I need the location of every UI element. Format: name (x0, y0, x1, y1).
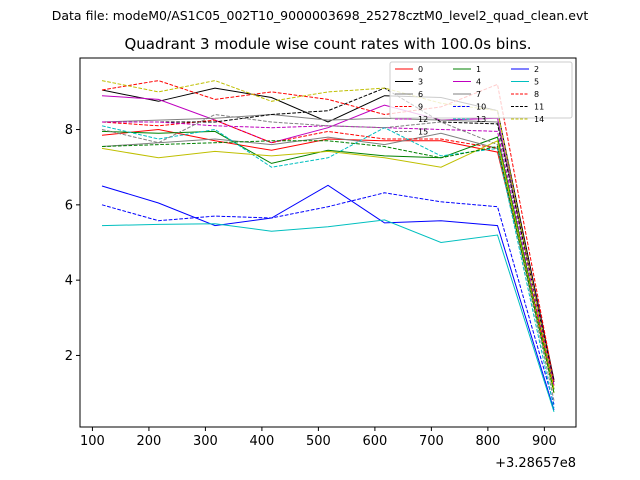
series-line-4 (101, 95, 555, 382)
legend-label: 13 (476, 115, 486, 124)
series-line-13 (101, 125, 555, 409)
series-line-7 (101, 113, 555, 382)
legend-label: 3 (418, 78, 423, 87)
legend-label: 9 (418, 103, 423, 112)
legend-label: 5 (534, 78, 539, 87)
legend-label: 2 (534, 65, 539, 74)
legend-label: 6 (418, 90, 423, 99)
series-line-6 (101, 132, 555, 394)
legend-label: 10 (476, 103, 486, 112)
series-line-9 (101, 119, 555, 386)
legend-label: 4 (476, 78, 481, 87)
axis-ticks: 100 200 300 400 500 600 700 800 900 2 4 6 8 (65, 123, 557, 449)
legend-label: 14 (534, 115, 544, 124)
series-lines (101, 80, 555, 413)
legend-label: 15 (418, 128, 428, 137)
series-line-extra-17 (101, 140, 555, 394)
x-tick-label: 900 (532, 434, 557, 449)
x-axis-offset-label: +3.28657e8 (495, 456, 576, 471)
x-tick-label: 400 (249, 434, 274, 449)
y-tick-label: 4 (65, 274, 73, 289)
series-line-12 (102, 121, 555, 386)
x-tick-label: 800 (475, 434, 500, 449)
plot-frame (79, 57, 577, 428)
legend-label: 8 (534, 90, 539, 99)
y-tick-label: 2 (65, 349, 73, 364)
x-tick-label: 100 (80, 434, 105, 449)
legend-label: 1 (476, 65, 481, 74)
x-tick-label: 200 (137, 434, 162, 449)
series-line-8 (101, 80, 555, 382)
data-file-suptitle: Data file: modeM0/AS1C05_002T10_90000036… (51, 8, 589, 23)
x-tick-label: 500 (306, 434, 331, 449)
series-line-1 (101, 130, 555, 390)
legend-label: 0 (418, 65, 423, 74)
legend-box (389, 61, 573, 119)
x-tick-label: 300 (193, 434, 218, 449)
series-line-15 (101, 113, 555, 401)
y-tick-label: 6 (65, 198, 73, 213)
series-line-0 (101, 128, 555, 386)
chart-title: Quadrant 3 module wise count rates with … (124, 35, 531, 53)
x-tick-label: 700 (419, 434, 444, 449)
legend-label: 12 (418, 115, 428, 124)
series-line-extra-16 (101, 140, 555, 394)
legend-label: 7 (476, 90, 481, 99)
series-line-5 (101, 219, 555, 413)
series-line-10 (101, 192, 555, 405)
y-tick-label: 8 (65, 123, 73, 138)
series-line-11 (102, 87, 555, 382)
x-tick-label: 600 (362, 434, 387, 449)
series-line-14 (101, 80, 555, 390)
series-line-2 (101, 184, 555, 411)
legend-label: 11 (534, 103, 544, 112)
